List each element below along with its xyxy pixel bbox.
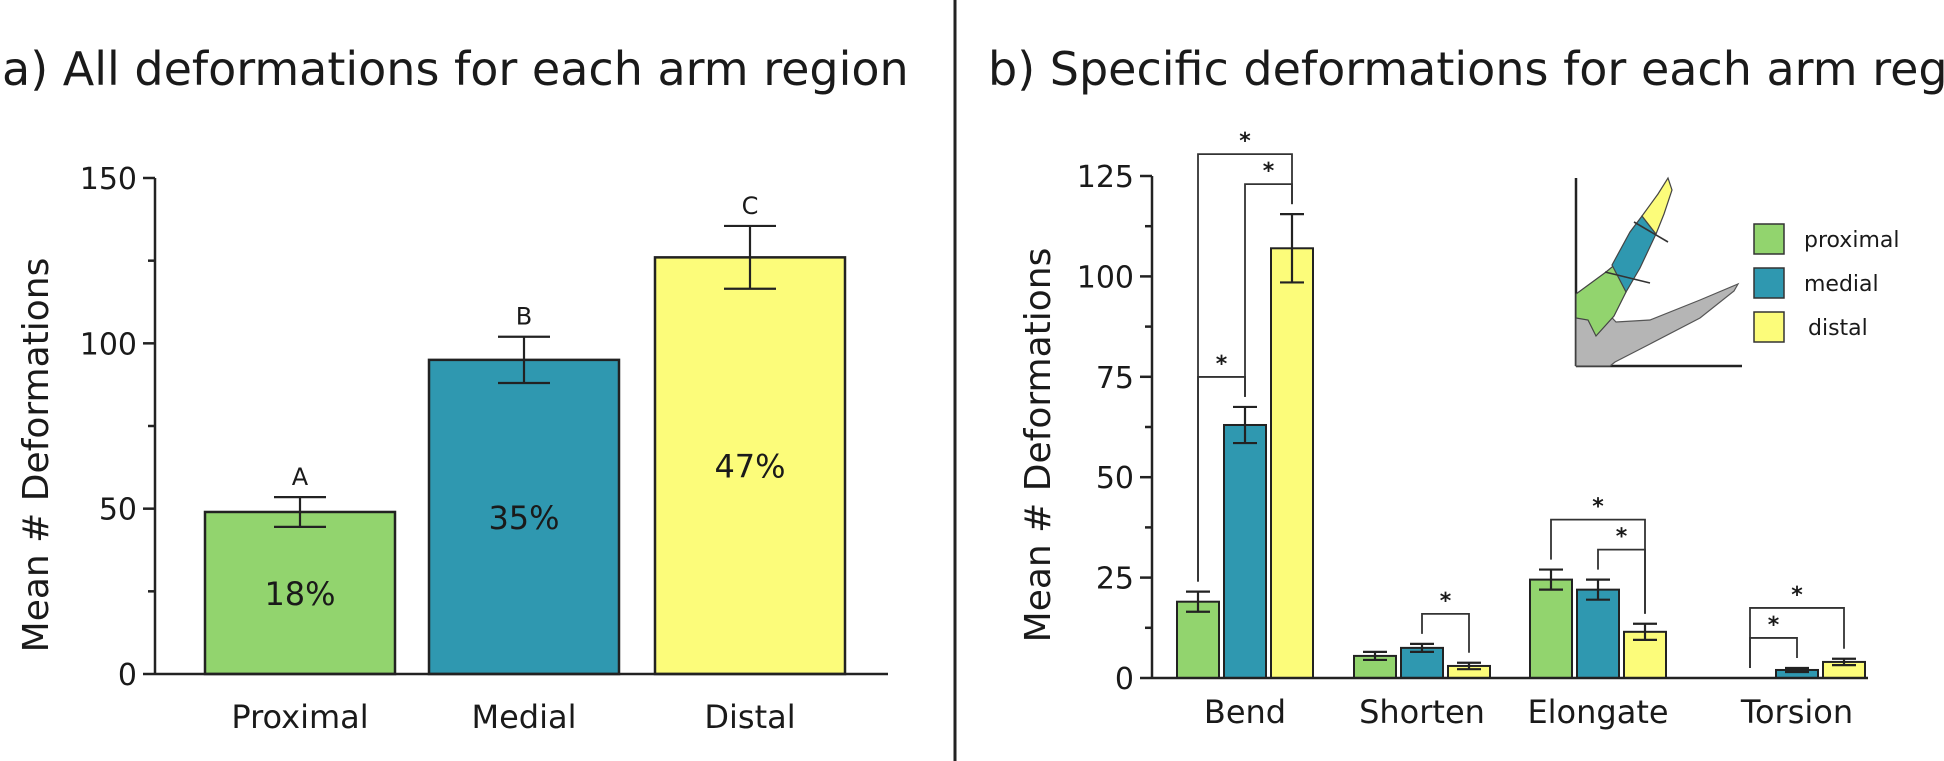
significance-star: * bbox=[1440, 589, 1452, 614]
x-tick-label: Bend bbox=[1204, 693, 1286, 731]
legend-label-medial: medial bbox=[1804, 272, 1879, 297]
bar-proximal bbox=[1529, 578, 1573, 679]
significance-bracket bbox=[1197, 153, 1293, 582]
bar-medial bbox=[1223, 423, 1267, 679]
x-tick-label: Proximal bbox=[231, 698, 368, 736]
significance-star: * bbox=[1592, 495, 1604, 520]
y-tick-label: 50 bbox=[99, 493, 137, 528]
significance-bracket bbox=[1421, 612, 1470, 653]
significance-star: * bbox=[1216, 352, 1228, 377]
panel-a: a) All deformations for each arm region … bbox=[2, 42, 909, 736]
panel-a-y-ticks: 0 50 100 150 bbox=[80, 162, 155, 693]
arm-distal-region bbox=[1641, 176, 1673, 236]
panel-a-bars: A 18% Proximal B 35% Medial C 47% Distal bbox=[203, 192, 847, 736]
bar bbox=[653, 256, 847, 676]
significance-bracket bbox=[1749, 607, 1845, 668]
bar bbox=[427, 358, 621, 676]
y-tick-label: 100 bbox=[80, 327, 137, 362]
significance-bracket bbox=[1550, 518, 1646, 614]
y-tick-label: 150 bbox=[80, 162, 137, 197]
significance-star: * bbox=[1791, 583, 1803, 608]
x-tick-label: Elongate bbox=[1527, 693, 1668, 731]
bar-proximal bbox=[1176, 600, 1220, 679]
arm-boundary-line-1 bbox=[1604, 271, 1651, 284]
panel-a-title: a) All deformations for each arm region bbox=[2, 42, 909, 96]
significance-star: * bbox=[1768, 613, 1780, 638]
significance-star: * bbox=[1616, 525, 1628, 550]
panel-b: b) Specific deformations for each arm re… bbox=[988, 42, 1944, 731]
percent-label: 47% bbox=[714, 448, 785, 486]
significance-star: * bbox=[1239, 129, 1251, 154]
significance-star: * bbox=[1263, 159, 1275, 184]
legend-label-proximal: proximal bbox=[1804, 228, 1899, 253]
legend-label-distal: distal bbox=[1808, 316, 1868, 341]
arm-proximal-region bbox=[1575, 260, 1627, 338]
y-tick-label: 0 bbox=[1115, 662, 1134, 697]
y-tick-label: 25 bbox=[1096, 562, 1134, 597]
significance-letter: A bbox=[292, 463, 309, 491]
legend-swatch-proximal bbox=[1753, 223, 1785, 255]
bar-medial bbox=[1576, 588, 1620, 680]
panel-b-bars: Bend Shorten Elongate Torsion bbox=[1176, 213, 1866, 731]
panel-a-axes bbox=[153, 178, 888, 676]
x-tick-label: Medial bbox=[472, 698, 577, 736]
arm-body-shape bbox=[1575, 282, 1740, 367]
y-tick-label: 50 bbox=[1096, 461, 1134, 496]
arm-diagram-inset bbox=[1574, 176, 1742, 368]
panel-b-axes bbox=[1150, 176, 1868, 680]
x-tick-label: Shorten bbox=[1359, 693, 1485, 731]
percent-label: 35% bbox=[488, 499, 559, 537]
arm-boundary-line-2 bbox=[1633, 221, 1669, 243]
panel-a-y-axis-label: Mean # Deformations bbox=[16, 258, 57, 653]
significance-letter: C bbox=[742, 192, 759, 220]
y-tick-label: 125 bbox=[1077, 160, 1134, 195]
bar bbox=[203, 510, 397, 676]
percent-label: 18% bbox=[264, 575, 335, 613]
panel-b-y-axis-label: Mean # Deformations bbox=[1018, 248, 1059, 643]
y-tick-label: 0 bbox=[118, 658, 137, 693]
panel-b-title: b) Specific deformations for each arm re… bbox=[988, 42, 1944, 96]
panel-b-y-ticks: 0 25 50 75 100 125 bbox=[1077, 160, 1152, 697]
bar-distal bbox=[1270, 247, 1314, 679]
panel-b-significance: * * * * * * * * bbox=[1197, 129, 1845, 668]
significance-letter: B bbox=[516, 303, 532, 331]
y-tick-label: 75 bbox=[1096, 361, 1134, 396]
x-tick-label: Distal bbox=[704, 698, 795, 736]
legend: proximal medial distal bbox=[1753, 223, 1899, 343]
significance-bracket bbox=[1749, 637, 1798, 668]
y-tick-label: 100 bbox=[1077, 260, 1134, 295]
x-tick-label: Torsion bbox=[1740, 693, 1853, 731]
legend-swatch-distal bbox=[1753, 311, 1785, 343]
legend-swatch-medial bbox=[1753, 267, 1785, 299]
